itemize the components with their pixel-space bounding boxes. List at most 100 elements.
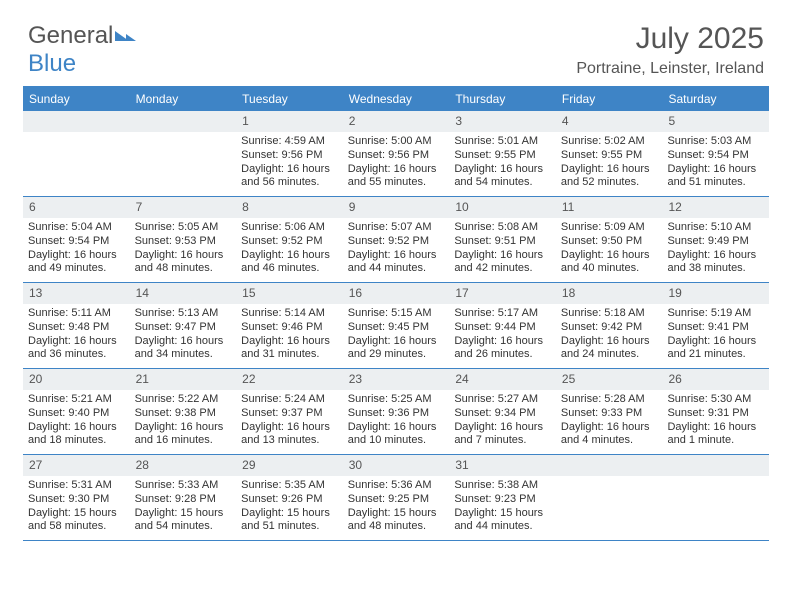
day-details: Sunrise: 5:33 AMSunset: 9:28 PMDaylight:…: [130, 476, 237, 540]
sunrise-text: Sunrise: 5:14 AM: [241, 307, 338, 321]
daylight-text: Daylight: 16 hours and 54 minutes.: [454, 163, 551, 191]
calendar-day-cell: 5Sunrise: 5:03 AMSunset: 9:54 PMDaylight…: [662, 111, 769, 196]
day-number: 15: [236, 283, 343, 304]
daylight-text: Daylight: 16 hours and 4 minutes.: [561, 421, 658, 449]
day-number: .: [23, 111, 130, 132]
calendar-day-cell: 27Sunrise: 5:31 AMSunset: 9:30 PMDayligh…: [23, 455, 130, 540]
calendar-day-cell: 31Sunrise: 5:38 AMSunset: 9:23 PMDayligh…: [449, 455, 556, 540]
calendar-day-cell: .: [130, 111, 237, 196]
calendar-header-row: SundayMondayTuesdayWednesdayThursdayFrid…: [23, 88, 769, 111]
sunset-text: Sunset: 9:26 PM: [241, 493, 338, 507]
day-details: Sunrise: 5:35 AMSunset: 9:26 PMDaylight:…: [236, 476, 343, 540]
daylight-text: Daylight: 16 hours and 56 minutes.: [241, 163, 338, 191]
sunrise-text: Sunrise: 5:03 AM: [667, 135, 764, 149]
calendar-day-cell: 24Sunrise: 5:27 AMSunset: 9:34 PMDayligh…: [449, 369, 556, 454]
calendar-day-cell: 16Sunrise: 5:15 AMSunset: 9:45 PMDayligh…: [343, 283, 450, 368]
logo-mark-icon: [126, 34, 136, 41]
calendar-header-cell: Monday: [130, 88, 237, 111]
daylight-text: Daylight: 15 hours and 51 minutes.: [241, 507, 338, 535]
daylight-text: Daylight: 15 hours and 58 minutes.: [28, 507, 125, 535]
daylight-text: Daylight: 16 hours and 24 minutes.: [561, 335, 658, 363]
day-number: .: [662, 455, 769, 476]
day-details: Sunrise: 5:06 AMSunset: 9:52 PMDaylight:…: [236, 218, 343, 282]
sunrise-text: Sunrise: 5:02 AM: [561, 135, 658, 149]
day-details: Sunrise: 5:31 AMSunset: 9:30 PMDaylight:…: [23, 476, 130, 540]
day-number: 22: [236, 369, 343, 390]
calendar-day-cell: 20Sunrise: 5:21 AMSunset: 9:40 PMDayligh…: [23, 369, 130, 454]
sunset-text: Sunset: 9:41 PM: [667, 321, 764, 335]
sunset-text: Sunset: 9:37 PM: [241, 407, 338, 421]
daylight-text: Daylight: 16 hours and 26 minutes.: [454, 335, 551, 363]
day-details: Sunrise: 5:07 AMSunset: 9:52 PMDaylight:…: [343, 218, 450, 282]
daylight-text: Daylight: 16 hours and 29 minutes.: [348, 335, 445, 363]
sunset-text: Sunset: 9:54 PM: [667, 149, 764, 163]
day-number: 8: [236, 197, 343, 218]
sunrise-text: Sunrise: 4:59 AM: [241, 135, 338, 149]
daylight-text: Daylight: 16 hours and 40 minutes.: [561, 249, 658, 277]
daylight-text: Daylight: 16 hours and 38 minutes.: [667, 249, 764, 277]
sunset-text: Sunset: 9:56 PM: [241, 149, 338, 163]
day-number: 14: [130, 283, 237, 304]
daylight-text: Daylight: 16 hours and 42 minutes.: [454, 249, 551, 277]
daylight-text: Daylight: 16 hours and 31 minutes.: [241, 335, 338, 363]
sunset-text: Sunset: 9:44 PM: [454, 321, 551, 335]
sunrise-text: Sunrise: 5:15 AM: [348, 307, 445, 321]
sunrise-text: Sunrise: 5:31 AM: [28, 479, 125, 493]
day-details: Sunrise: 5:19 AMSunset: 9:41 PMDaylight:…: [662, 304, 769, 368]
calendar-day-cell: 19Sunrise: 5:19 AMSunset: 9:41 PMDayligh…: [662, 283, 769, 368]
sunset-text: Sunset: 9:31 PM: [667, 407, 764, 421]
sunset-text: Sunset: 9:40 PM: [28, 407, 125, 421]
day-number: 23: [343, 369, 450, 390]
sunrise-text: Sunrise: 5:33 AM: [135, 479, 232, 493]
daylight-text: Daylight: 16 hours and 16 minutes.: [135, 421, 232, 449]
calendar-day-cell: 3Sunrise: 5:01 AMSunset: 9:55 PMDaylight…: [449, 111, 556, 196]
sunset-text: Sunset: 9:54 PM: [28, 235, 125, 249]
calendar-day-cell: .: [662, 455, 769, 540]
day-details: Sunrise: 5:08 AMSunset: 9:51 PMDaylight:…: [449, 218, 556, 282]
calendar-day-cell: 30Sunrise: 5:36 AMSunset: 9:25 PMDayligh…: [343, 455, 450, 540]
sunset-text: Sunset: 9:28 PM: [135, 493, 232, 507]
day-number: 27: [23, 455, 130, 476]
day-number: .: [130, 111, 237, 132]
calendar-day-cell: 21Sunrise: 5:22 AMSunset: 9:38 PMDayligh…: [130, 369, 237, 454]
logo-text-1: General: [28, 22, 113, 49]
sunrise-text: Sunrise: 5:11 AM: [28, 307, 125, 321]
daylight-text: Daylight: 16 hours and 46 minutes.: [241, 249, 338, 277]
calendar-day-cell: 17Sunrise: 5:17 AMSunset: 9:44 PMDayligh…: [449, 283, 556, 368]
calendar-day-cell: 15Sunrise: 5:14 AMSunset: 9:46 PMDayligh…: [236, 283, 343, 368]
daylight-text: Daylight: 16 hours and 52 minutes.: [561, 163, 658, 191]
calendar-day-cell: .: [556, 455, 663, 540]
day-number: 12: [662, 197, 769, 218]
day-number: 20: [23, 369, 130, 390]
sunrise-text: Sunrise: 5:06 AM: [241, 221, 338, 235]
sunset-text: Sunset: 9:56 PM: [348, 149, 445, 163]
day-number: 16: [343, 283, 450, 304]
day-number: 13: [23, 283, 130, 304]
day-details: Sunrise: 5:24 AMSunset: 9:37 PMDaylight:…: [236, 390, 343, 454]
day-details: Sunrise: 5:03 AMSunset: 9:54 PMDaylight:…: [662, 132, 769, 196]
day-number: 18: [556, 283, 663, 304]
day-number: 25: [556, 369, 663, 390]
day-number: 3: [449, 111, 556, 132]
day-details: Sunrise: 5:22 AMSunset: 9:38 PMDaylight:…: [130, 390, 237, 454]
daylight-text: Daylight: 16 hours and 7 minutes.: [454, 421, 551, 449]
day-number: 28: [130, 455, 237, 476]
daylight-text: Daylight: 16 hours and 44 minutes.: [348, 249, 445, 277]
calendar-header-cell: Friday: [556, 88, 663, 111]
calendar-header-cell: Saturday: [662, 88, 769, 111]
day-number: 21: [130, 369, 237, 390]
sunset-text: Sunset: 9:52 PM: [348, 235, 445, 249]
daylight-text: Daylight: 16 hours and 10 minutes.: [348, 421, 445, 449]
calendar-day-cell: 18Sunrise: 5:18 AMSunset: 9:42 PMDayligh…: [556, 283, 663, 368]
sunrise-text: Sunrise: 5:30 AM: [667, 393, 764, 407]
day-number: 26: [662, 369, 769, 390]
sunrise-text: Sunrise: 5:10 AM: [667, 221, 764, 235]
sunrise-text: Sunrise: 5:04 AM: [28, 221, 125, 235]
day-details: Sunrise: 5:02 AMSunset: 9:55 PMDaylight:…: [556, 132, 663, 196]
sunset-text: Sunset: 9:50 PM: [561, 235, 658, 249]
calendar-day-cell: 7Sunrise: 5:05 AMSunset: 9:53 PMDaylight…: [130, 197, 237, 282]
day-details: Sunrise: 5:18 AMSunset: 9:42 PMDaylight:…: [556, 304, 663, 368]
calendar-week-row: 27Sunrise: 5:31 AMSunset: 9:30 PMDayligh…: [23, 455, 769, 541]
sunset-text: Sunset: 9:38 PM: [135, 407, 232, 421]
sunrise-text: Sunrise: 5:38 AM: [454, 479, 551, 493]
